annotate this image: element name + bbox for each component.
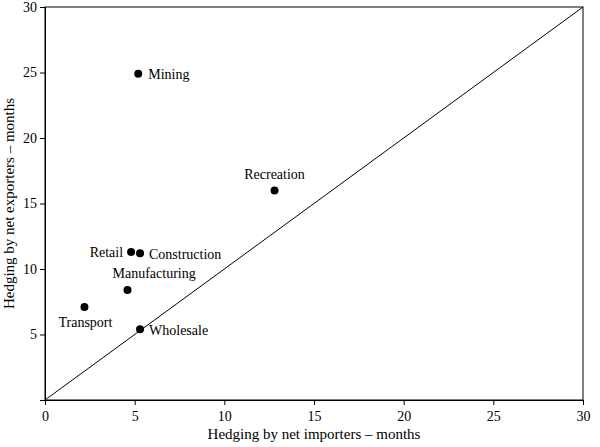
- reference-line: [45, 7, 583, 400]
- chart-container: 0 5 10 15 20 25 30 5 10 15 20 25 30 Mining Recreation R…: [0, 0, 600, 447]
- y-axis-line: [40, 8, 46, 401]
- x-tick-label: 25: [487, 409, 501, 424]
- point-label: Recreation: [244, 167, 305, 182]
- x-axis-line: [46, 401, 584, 406]
- y-tick-label: 20: [23, 131, 37, 146]
- x-tick: 30: [577, 400, 591, 424]
- x-tick: 5: [132, 400, 139, 424]
- x-tick-mark: [224, 400, 225, 405]
- y-tick: 15: [23, 196, 45, 211]
- x-tick-label: 30: [577, 409, 591, 424]
- x-tick-mark: [583, 400, 584, 405]
- x-tick: 20: [397, 400, 411, 424]
- x-tick: 15: [308, 400, 322, 424]
- x-axis: 0 5 10 15 20 25 30: [42, 400, 591, 424]
- point-label: Construction: [149, 247, 221, 262]
- y-axis: 5 10 15 20 25 30: [23, 0, 46, 400]
- y-tick: 25: [23, 65, 45, 80]
- y-tick-label: 10: [23, 262, 37, 277]
- x-tick: 0: [42, 400, 49, 424]
- y-tick: 30: [23, 0, 45, 15]
- point-label: Manufacturing: [112, 266, 195, 281]
- x-tick-label: 0: [42, 409, 49, 424]
- y-tick: 20: [23, 131, 45, 146]
- y-tick-mark: [40, 7, 45, 8]
- y-tick-mark: [40, 269, 45, 270]
- chart-svg: 0 5 10 15 20 25 30 5 10 15 20 25 30 Mining Recreation R…: [0, 0, 600, 447]
- point-labels: Mining Recreation Retail Construction Manufa…: [58, 67, 304, 338]
- y-tick: 5: [30, 327, 45, 342]
- marks: [45, 7, 583, 400]
- point: [136, 325, 144, 333]
- point: [271, 186, 279, 194]
- plot-area: 0 5 10 15 20 25 30 5 10 15 20 25 30 Mining Recreation R…: [23, 0, 591, 424]
- x-tick-mark: [404, 400, 405, 405]
- x-tick-label: 5: [132, 409, 139, 424]
- point: [134, 70, 142, 78]
- x-tick-label: 20: [397, 409, 411, 424]
- y-tick-label: 5: [30, 327, 37, 342]
- point: [136, 249, 144, 257]
- x-tick-label: 10: [218, 409, 232, 424]
- y-tick-mark: [40, 335, 45, 336]
- point-label: Mining: [148, 67, 189, 82]
- y-axis-title: Hedging by net exporters – months: [1, 98, 17, 309]
- y-tick: 10: [23, 262, 45, 277]
- y-tick-mark: [40, 73, 45, 74]
- point-label: Retail: [90, 245, 124, 260]
- point-label: Wholesale: [149, 323, 208, 338]
- x-tick-mark: [314, 400, 315, 405]
- y-tick-mark: [40, 138, 45, 139]
- x-tick-mark: [493, 400, 494, 405]
- x-tick-label: 15: [308, 409, 322, 424]
- plot-frame: [45, 7, 583, 400]
- y-tick-label: 30: [23, 0, 37, 15]
- x-tick-mark: [135, 400, 136, 405]
- y-tick-label: 15: [23, 196, 37, 211]
- point: [123, 286, 131, 294]
- y-tick-label: 25: [23, 65, 37, 80]
- point: [127, 248, 135, 256]
- x-axis-title: Hedging by net importers – months: [208, 426, 421, 442]
- x-tick: 10: [218, 400, 232, 424]
- y-tick-mark: [40, 204, 45, 205]
- point-label: Transport: [58, 315, 112, 330]
- point: [80, 303, 88, 311]
- x-tick: 25: [487, 400, 501, 424]
